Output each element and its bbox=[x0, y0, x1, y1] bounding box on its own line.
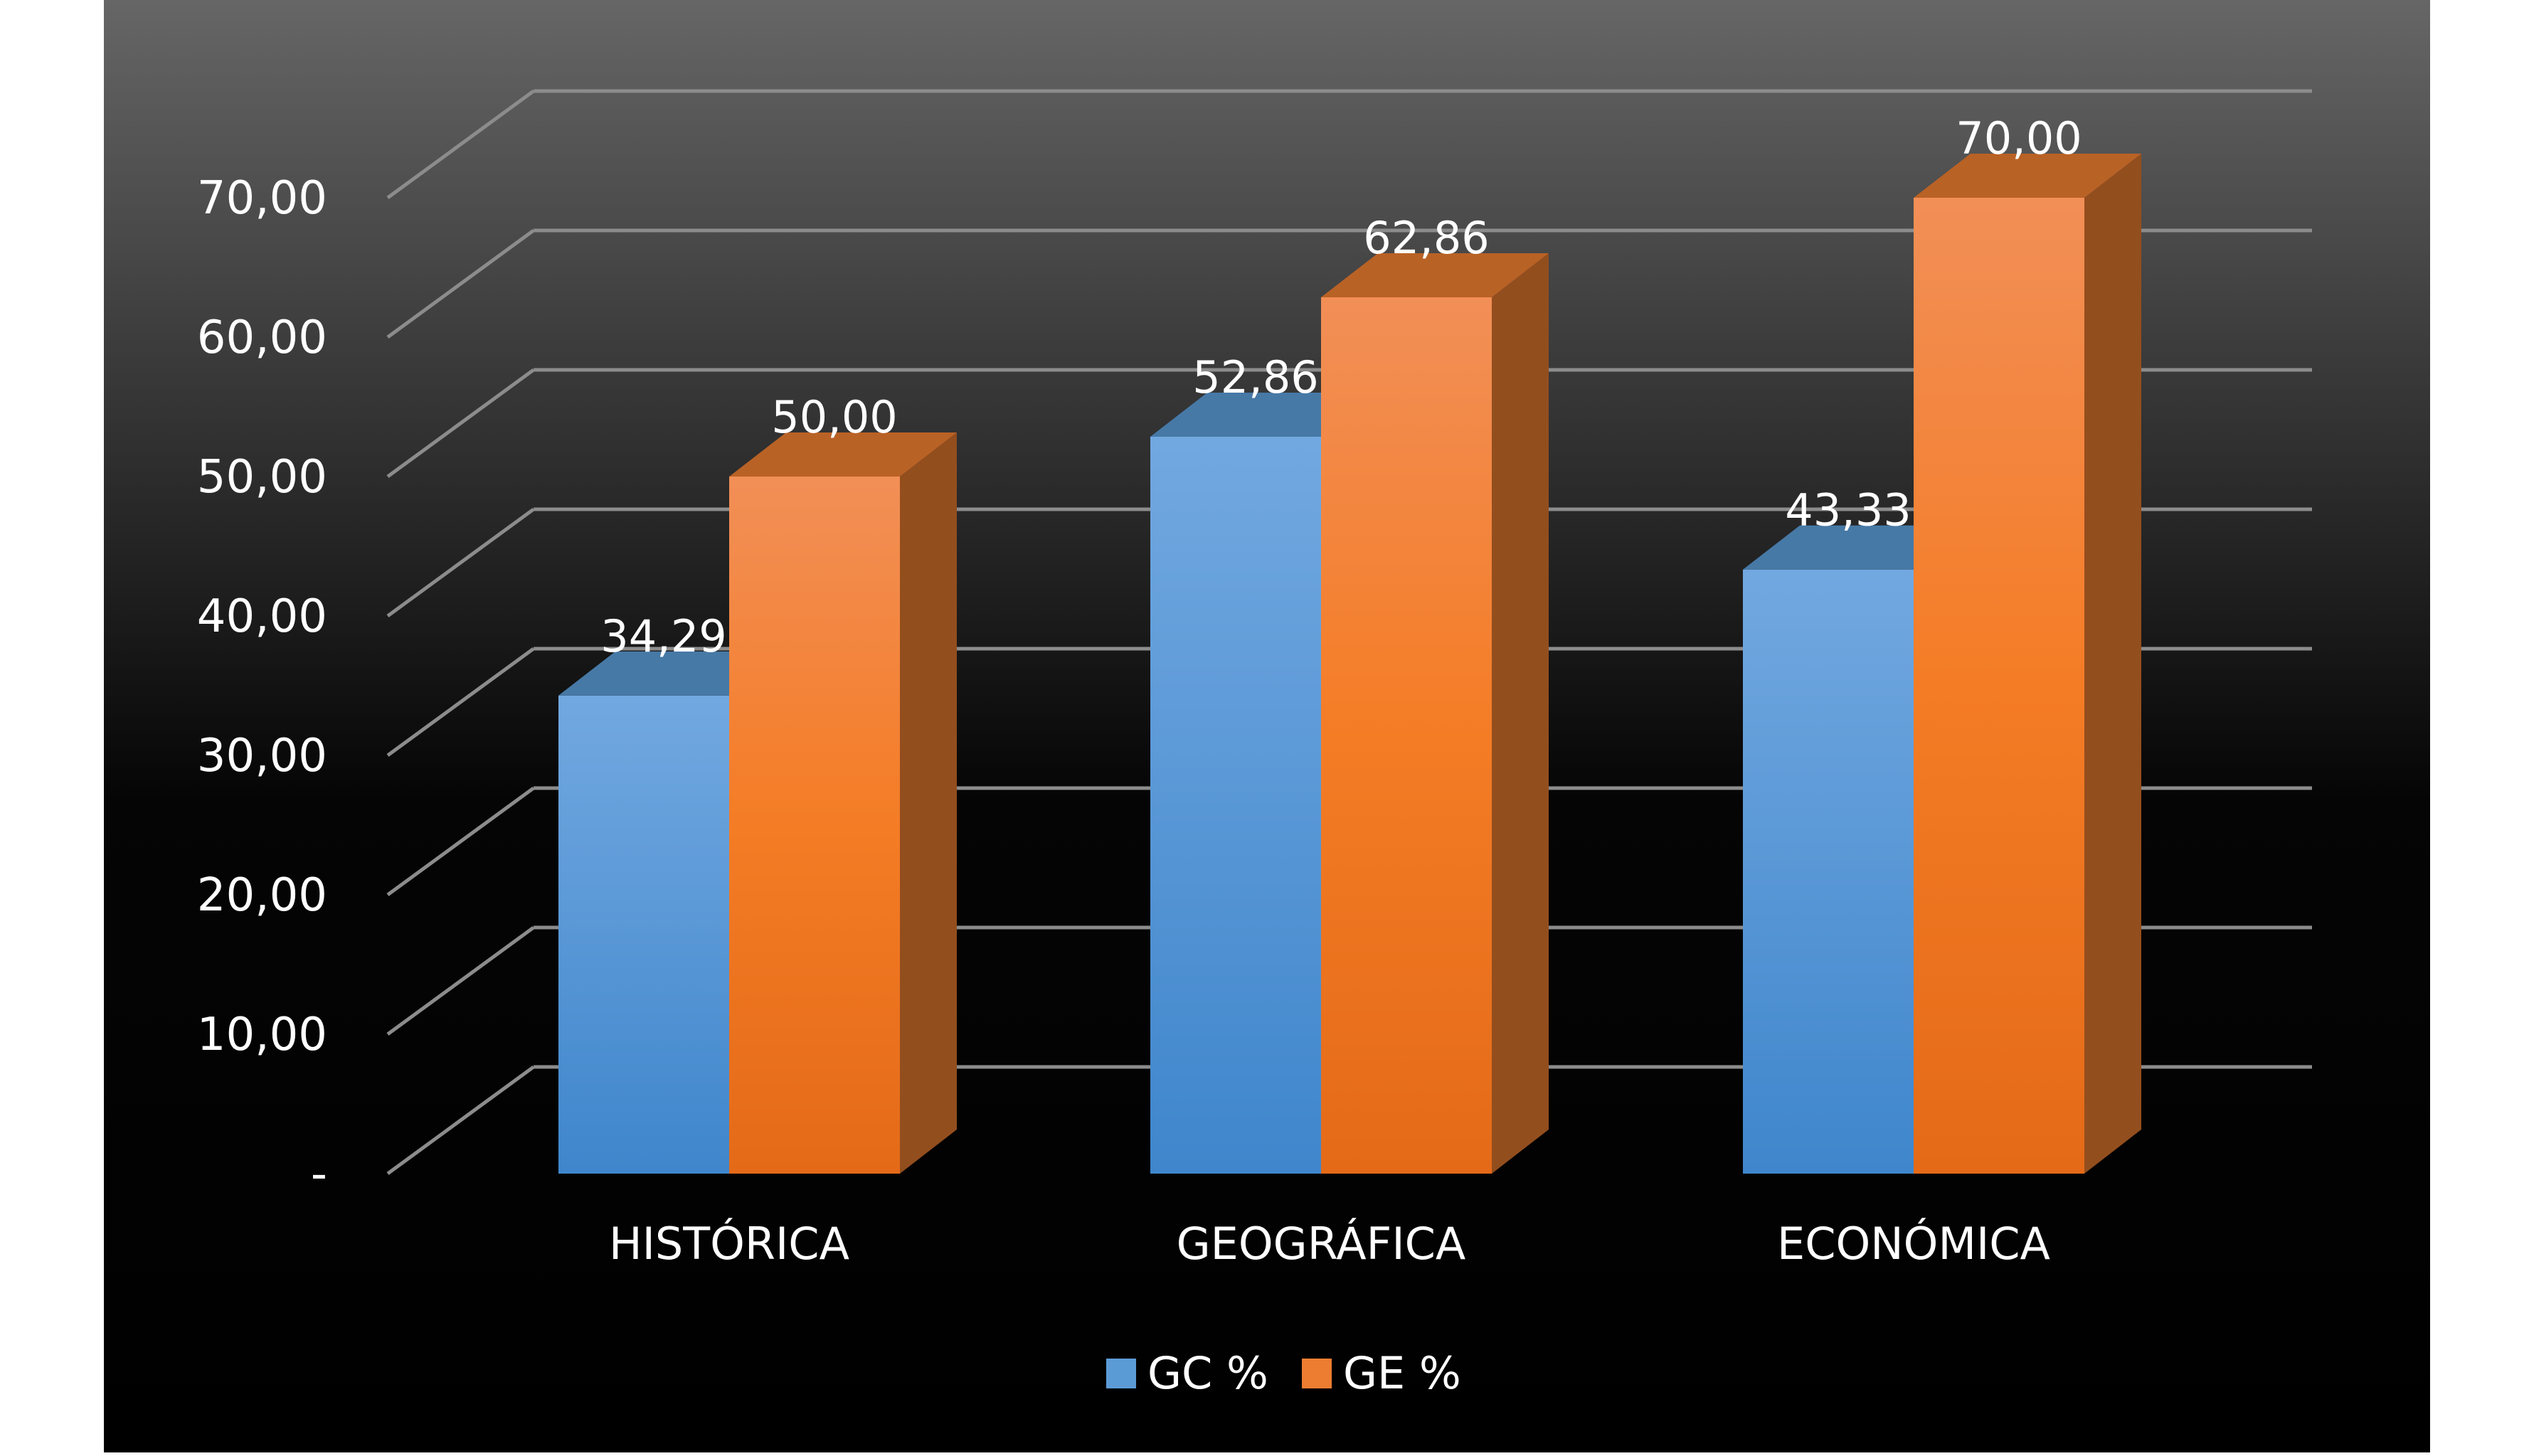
bar-front bbox=[1914, 198, 2084, 1174]
y-tick-label: 50,00 bbox=[197, 451, 327, 504]
x-tick-label: ECONÓMICA bbox=[1777, 1218, 2050, 1270]
legend-label: GC % bbox=[1147, 1347, 1268, 1399]
bar-top bbox=[1321, 253, 1549, 297]
legend-item: GE % bbox=[1302, 1347, 1461, 1399]
y-axis-ticks: - 10,00 20,00 30,00 40,00 50,00 60,00 70,00 bbox=[197, 172, 327, 1201]
gridline-side bbox=[386, 786, 535, 897]
legend: GC % GE % bbox=[1106, 1347, 1461, 1399]
y-tick-label: 30,00 bbox=[197, 730, 327, 782]
x-tick-label: HISTÓRICA bbox=[609, 1218, 849, 1270]
data-labels: 34,29 50,00 52,86 62,86 43,33 70,00 bbox=[600, 112, 2082, 662]
legend-item: GC % bbox=[1106, 1347, 1268, 1399]
gridline-side bbox=[386, 925, 535, 1036]
bars bbox=[558, 154, 2141, 1174]
gridline-side bbox=[386, 507, 535, 618]
bar-top bbox=[1914, 154, 2141, 198]
bar-side bbox=[900, 432, 957, 1174]
legend-swatch bbox=[1302, 1359, 1332, 1388]
x-tick-label: GEOGRÁFICA bbox=[1177, 1217, 1466, 1270]
gridline-side bbox=[386, 228, 535, 339]
bar-front bbox=[729, 477, 900, 1174]
y-tick-label: 60,00 bbox=[197, 312, 327, 364]
data-label: 70,00 bbox=[1956, 112, 2082, 164]
data-label: 34,29 bbox=[600, 610, 727, 662]
y-tick-label: 20,00 bbox=[197, 869, 327, 922]
x-axis-ticks: HISTÓRICA GEOGRÁFICA ECONÓMICA bbox=[609, 1217, 2050, 1270]
data-label: 50,00 bbox=[771, 391, 898, 443]
gridline-side bbox=[386, 1065, 535, 1176]
bar-top bbox=[729, 432, 957, 477]
bar-side bbox=[2084, 154, 2141, 1174]
y-tick-label: 70,00 bbox=[197, 172, 327, 225]
y-tick-label: 10,00 bbox=[197, 1009, 327, 1061]
y-tick-label: - bbox=[311, 1148, 327, 1201]
gridline-side bbox=[386, 89, 535, 200]
bar-front bbox=[1743, 569, 1914, 1174]
legend-swatch bbox=[1106, 1359, 1136, 1388]
bar-front bbox=[1321, 297, 1492, 1174]
y-tick-label: 40,00 bbox=[197, 590, 327, 643]
data-label: 62,86 bbox=[1363, 212, 1490, 264]
bar-side bbox=[1492, 253, 1549, 1174]
data-label: 52,86 bbox=[1192, 351, 1319, 403]
bar-front bbox=[558, 695, 729, 1174]
gridline-side bbox=[386, 368, 535, 479]
gridline-side bbox=[386, 647, 535, 758]
data-label: 43,33 bbox=[1785, 484, 1911, 536]
bar-front bbox=[1150, 436, 1321, 1174]
legend-label: GE % bbox=[1343, 1347, 1461, 1399]
